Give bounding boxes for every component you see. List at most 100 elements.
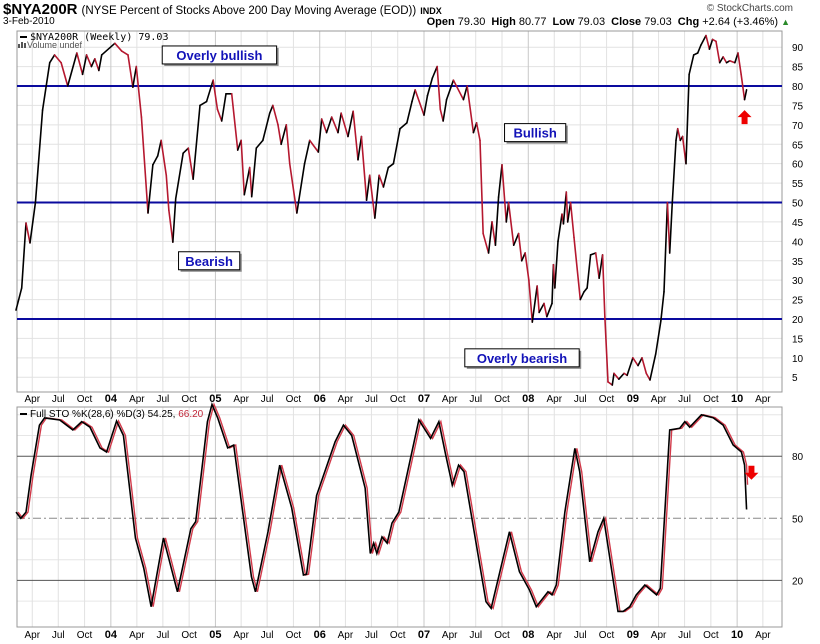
price-segment — [406, 100, 413, 124]
sto-panel-frame — [16, 406, 783, 628]
price-segment — [114, 42, 123, 52]
price-segment — [29, 201, 37, 244]
price-segment — [472, 122, 478, 134]
x-tick-label: Oct — [494, 630, 510, 641]
price-segment — [81, 54, 88, 76]
price-segment — [230, 92, 239, 151]
x-tick-label: Jul — [678, 630, 691, 641]
price-segment — [524, 252, 530, 281]
price-segment — [668, 201, 674, 254]
x-tick-label: 06 — [314, 393, 326, 405]
price-segment — [205, 79, 214, 103]
x-tick-label: Oct — [599, 394, 615, 405]
arrow-up-icon — [737, 110, 752, 125]
annotation-label: Bearish — [185, 254, 233, 269]
x-tick-label: Oct — [286, 630, 302, 641]
price-segment — [98, 54, 103, 72]
price-segment — [41, 61, 51, 111]
annotation-box — [178, 251, 241, 271]
x-tick-label: Oct — [390, 394, 406, 405]
x-tick-label: 07 — [418, 393, 430, 405]
price-segment — [243, 166, 251, 196]
price-segment — [127, 54, 134, 88]
price-segment — [147, 164, 154, 214]
x-tick-label: Jul — [365, 394, 378, 405]
price-segment — [168, 209, 174, 243]
sto-legend-k-text: Full STO %K(28,6) %D(3) 54.25, — [30, 409, 175, 420]
x-tick-label: Oct — [77, 630, 93, 641]
annotation-box — [504, 123, 567, 143]
price-segment — [66, 52, 78, 87]
x-tick-label: Apr — [547, 394, 563, 405]
price-segment — [411, 89, 416, 103]
symbol: $NYA200R — [3, 1, 78, 18]
y-tick-label: 20 — [792, 576, 804, 587]
x-tick-label: Apr — [233, 630, 249, 641]
x-tick-label: 06 — [314, 629, 326, 641]
x-tick-label: Apr — [755, 630, 771, 641]
x-tick-label: 04 — [105, 393, 118, 405]
price-segment — [715, 40, 721, 64]
close-value: 79.03 — [644, 16, 672, 28]
x-tick-label: Apr — [651, 394, 667, 405]
exchange: INDX — [420, 6, 442, 16]
price-segment — [649, 353, 657, 381]
price-segment — [442, 98, 448, 122]
price-segment — [743, 88, 748, 101]
price-segment — [288, 162, 298, 214]
price-segment — [565, 191, 569, 223]
ohlc-readout: Open 79.30 High 80.77 Low 79.03 Close 79… — [427, 16, 793, 28]
annotation-box — [464, 348, 580, 368]
chart-date: 3-Feb-2010 — [3, 16, 55, 27]
price-segment — [368, 174, 376, 219]
y-tick-label: 10 — [792, 354, 804, 365]
x-tick-label: Oct — [494, 394, 510, 405]
price-segment — [676, 127, 682, 142]
price-segment — [34, 109, 44, 204]
price-segment — [482, 232, 490, 254]
price-segment — [352, 110, 359, 161]
price-segment — [100, 42, 116, 56]
chg-label: Chg — [677, 16, 700, 28]
price-segment — [641, 357, 648, 375]
price-segment — [296, 162, 306, 214]
price-segment — [685, 73, 690, 165]
price-segment — [579, 291, 585, 301]
x-tick-label: Apr — [442, 630, 458, 641]
price-segment — [347, 110, 354, 138]
price-segment — [573, 236, 582, 301]
low-value: 79.03 — [577, 16, 606, 28]
x-tick-label: Oct — [286, 394, 302, 405]
price-segment — [487, 221, 493, 254]
price-segment — [399, 122, 408, 130]
price-segment — [212, 79, 219, 111]
y-tick-label: 35 — [792, 257, 804, 268]
price-segment — [543, 302, 548, 318]
x-tick-label: 09 — [627, 629, 639, 641]
annotation-label: Bullish — [513, 126, 556, 141]
price-segment — [528, 279, 534, 323]
price-segment — [469, 108, 475, 134]
price-segment — [517, 232, 523, 262]
y-tick-label: 20 — [792, 315, 804, 326]
price-segment — [728, 59, 736, 64]
y-tick-label: 65 — [792, 140, 804, 151]
x-tick-label: Apr — [338, 394, 354, 405]
x-tick-label: Jul — [52, 630, 65, 641]
sto-reference-lines — [17, 455, 782, 581]
x-tick-label: Oct — [77, 394, 93, 405]
price-segment — [557, 213, 563, 243]
y-tick-label: 60 — [792, 160, 804, 171]
price-segment — [431, 65, 438, 80]
price-segment — [536, 285, 540, 314]
x-tick-label: 08 — [522, 393, 534, 405]
volume-icon — [18, 42, 26, 48]
price-segment — [156, 139, 162, 157]
price-segment — [494, 196, 500, 247]
y-tick-label: 80 — [792, 82, 804, 93]
price-segment — [340, 112, 349, 138]
price-segment — [718, 56, 724, 64]
price-segment — [645, 372, 651, 381]
price-segment — [475, 122, 481, 142]
